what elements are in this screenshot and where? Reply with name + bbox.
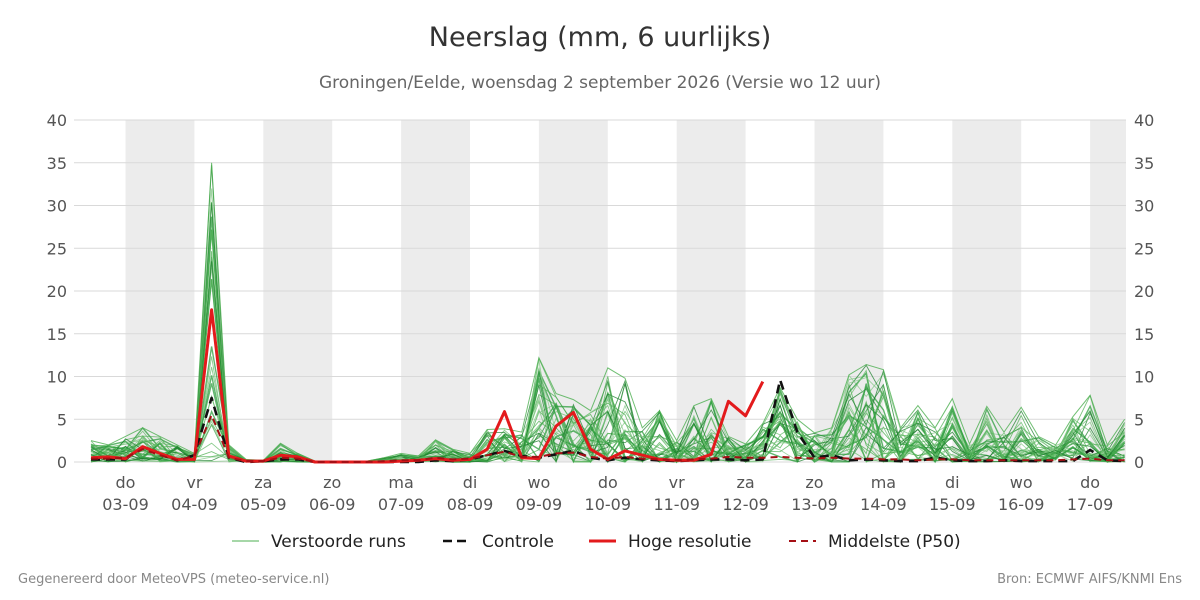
x-tick-day: wo xyxy=(1010,473,1033,492)
x-tick-day: do xyxy=(1080,473,1100,492)
x-axis: do 03-09 vr 04-09 za 05-09 zo 06-09 ma 07-09 di 08-… xyxy=(102,473,1113,514)
y-tick-label: 20 xyxy=(47,282,67,301)
x-tick-date: 09-09 xyxy=(516,495,563,514)
x-tick-date: 14-09 xyxy=(860,495,907,514)
legend-label: Controle xyxy=(482,532,554,552)
x-tick-day: za xyxy=(254,473,272,492)
x-tick-date: 17-09 xyxy=(1067,495,1114,514)
x-tick-day: di xyxy=(945,473,960,492)
x-tick-day: do xyxy=(598,473,618,492)
y-tick-label: 15 xyxy=(47,325,67,344)
y-tick-label: 5 xyxy=(1134,410,1144,429)
x-tick-date: 10-09 xyxy=(585,495,632,514)
y-tick-label: 0 xyxy=(1134,453,1144,472)
x-tick-date: 06-09 xyxy=(309,495,356,514)
x-tick-day: za xyxy=(736,473,754,492)
x-tick-date: 07-09 xyxy=(378,495,425,514)
y-axis-left: 0 5 10 15 20 25 30 35 40 xyxy=(47,111,67,472)
y-tick-label: 5 xyxy=(57,410,67,429)
y-tick-label: 25 xyxy=(1134,239,1154,258)
legend-label: Verstoorde runs xyxy=(271,532,406,552)
y-tick-label: 40 xyxy=(47,111,67,130)
x-tick-day: ma xyxy=(388,473,413,492)
x-tick-date: 08-09 xyxy=(447,495,494,514)
y-tick-label: 40 xyxy=(1134,111,1154,130)
y-tick-label: 0 xyxy=(57,453,67,472)
x-tick-day: vr xyxy=(669,473,685,492)
x-tick-day: vr xyxy=(186,473,202,492)
legend: Verstoorde runs Controle Hoge resolutie Mid… xyxy=(232,532,961,552)
x-tick-day: zo xyxy=(805,473,823,492)
x-tick-date: 03-09 xyxy=(102,495,149,514)
y-tick-label: 30 xyxy=(1134,197,1154,216)
y-tick-label: 10 xyxy=(47,368,67,387)
x-tick-day: zo xyxy=(323,473,341,492)
x-tick-date: 11-09 xyxy=(653,495,700,514)
x-tick-date: 05-09 xyxy=(240,495,287,514)
legend-label: Hoge resolutie xyxy=(628,532,752,552)
y-tick-label: 25 xyxy=(47,239,67,258)
y-tick-label: 30 xyxy=(47,197,67,216)
footer-generated-by: Gegenereerd door MeteoVPS (meteo-service… xyxy=(18,572,329,587)
x-tick-day: do xyxy=(116,473,136,492)
x-tick-day: wo xyxy=(527,473,550,492)
y-tick-label: 20 xyxy=(1134,282,1154,301)
x-tick-date: 12-09 xyxy=(722,495,769,514)
y-tick-label: 10 xyxy=(1134,368,1154,387)
x-tick-date: 16-09 xyxy=(998,495,1045,514)
x-tick-date: 15-09 xyxy=(929,495,976,514)
legend-label: Middelste (P50) xyxy=(828,532,961,552)
y-tick-label: 35 xyxy=(47,154,67,173)
x-tick-date: 04-09 xyxy=(171,495,218,514)
y-tick-label: 15 xyxy=(1134,325,1154,344)
x-tick-day: di xyxy=(463,473,478,492)
x-tick-day: ma xyxy=(871,473,896,492)
footer-source: Bron: ECMWF AIFS/KNMI Ens xyxy=(997,572,1182,587)
y-axis-right: 0 5 10 15 20 25 30 35 40 xyxy=(1134,111,1154,472)
y-tick-label: 35 xyxy=(1134,154,1154,173)
x-tick-date: 13-09 xyxy=(791,495,838,514)
